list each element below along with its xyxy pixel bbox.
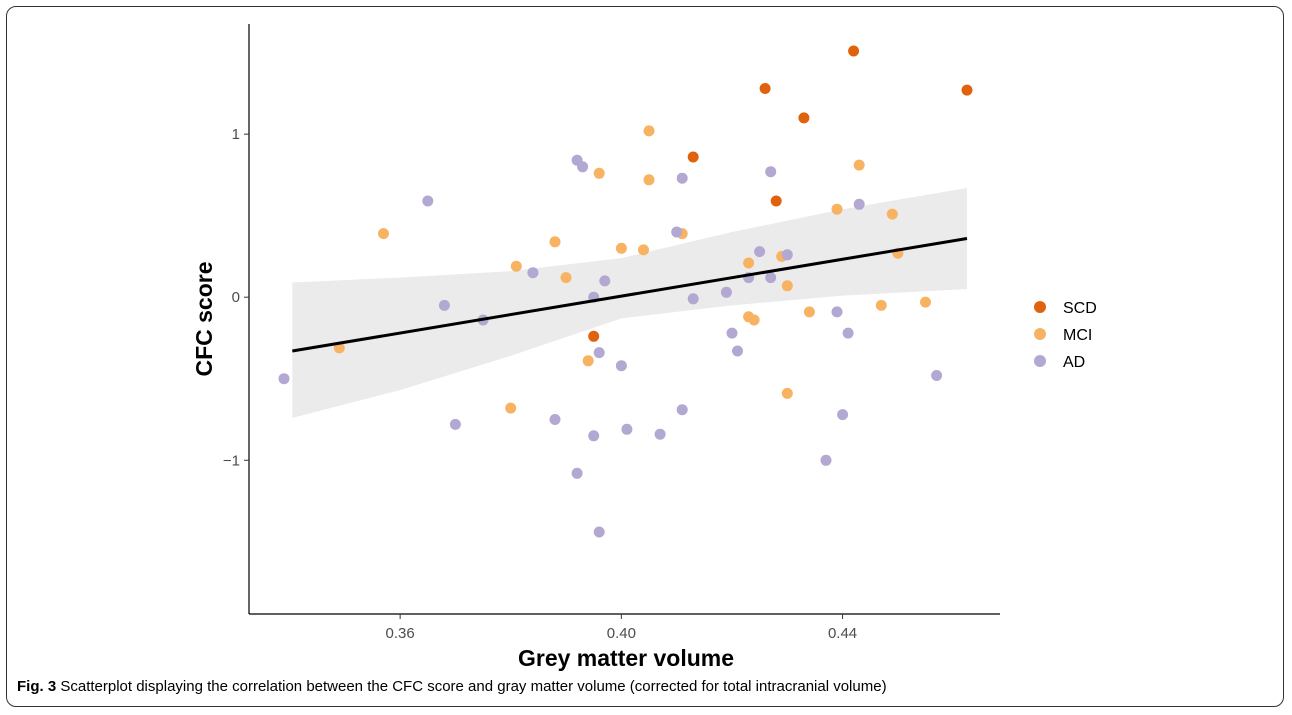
data-point-mci-6 bbox=[886, 208, 898, 220]
data-point-scd-5 bbox=[687, 151, 699, 163]
axes bbox=[248, 24, 1000, 615]
data-point-scd-4 bbox=[798, 112, 810, 124]
data-point-ad-6 bbox=[853, 198, 865, 210]
data-point-mci-2 bbox=[853, 159, 865, 171]
data-point-mci-19 bbox=[875, 299, 887, 311]
data-point-scd-6 bbox=[770, 195, 782, 207]
data-point-mci-15 bbox=[510, 260, 522, 272]
data-point-ad-31 bbox=[621, 423, 633, 435]
data-point-ad-17 bbox=[438, 299, 450, 311]
x-tick-label-1: 0.36 bbox=[386, 625, 415, 642]
data-point-mci-5 bbox=[831, 203, 843, 215]
data-point-ad-20 bbox=[726, 327, 738, 339]
confidence-band-layer bbox=[292, 188, 967, 418]
data-point-mci-26 bbox=[505, 402, 517, 414]
data-points-layer bbox=[278, 45, 973, 538]
confidence-band bbox=[292, 188, 967, 418]
legend: SCD MCI AD bbox=[1034, 300, 1097, 371]
data-point-mci-7 bbox=[378, 228, 389, 240]
data-point-ad-14 bbox=[720, 286, 732, 298]
data-point-ad-25 bbox=[931, 370, 943, 381]
data-point-ad-7 bbox=[671, 226, 683, 238]
legend-marker-mci bbox=[1034, 328, 1046, 340]
data-point-scd-2 bbox=[759, 83, 771, 94]
data-point-scd-3 bbox=[961, 84, 973, 96]
data-point-ad-5 bbox=[422, 195, 434, 207]
data-point-ad-8 bbox=[754, 246, 766, 258]
data-point-mci-9 bbox=[549, 236, 561, 248]
data-point-ad-30 bbox=[449, 418, 461, 430]
data-point-ad-18 bbox=[831, 306, 843, 318]
data-point-ad-16 bbox=[687, 293, 699, 305]
data-point-ad-13 bbox=[599, 275, 611, 287]
figure-frame bbox=[6, 6, 1284, 707]
data-point-ad-21 bbox=[842, 327, 854, 339]
data-point-ad-34 bbox=[820, 454, 832, 466]
data-point-ad-28 bbox=[837, 409, 849, 421]
data-point-ad-35 bbox=[571, 467, 583, 479]
data-point-ad-10 bbox=[527, 267, 539, 279]
regression-line bbox=[292, 237, 968, 353]
data-point-mci-17 bbox=[781, 280, 793, 292]
x-tick-label-2: 0.40 bbox=[607, 625, 636, 642]
figure-caption: Fig. 3 Scatterplot displaying the correl… bbox=[17, 678, 887, 695]
figure-label: Fig. 3 bbox=[17, 678, 57, 695]
data-point-ad-29 bbox=[549, 414, 561, 425]
data-point-ad-22 bbox=[732, 345, 743, 357]
x-axis-title: Grey matter volume bbox=[518, 645, 734, 671]
legend-label-mci: MCI bbox=[1063, 327, 1092, 344]
data-point-ad-2 bbox=[577, 161, 589, 173]
legend-label-scd: SCD bbox=[1063, 300, 1097, 317]
data-point-ad-27 bbox=[676, 404, 688, 416]
y-tick-label-3: 1 bbox=[232, 126, 240, 143]
data-point-mci-14 bbox=[743, 257, 755, 269]
data-point-mci-10 bbox=[615, 242, 627, 254]
data-point-mci-20 bbox=[803, 306, 815, 318]
data-point-mci-16 bbox=[560, 272, 572, 284]
legend-marker-ad bbox=[1034, 355, 1046, 367]
y-tick-label-1: −1 bbox=[223, 452, 240, 469]
data-point-ad-36 bbox=[593, 526, 605, 538]
data-point-ad-12 bbox=[765, 272, 777, 284]
data-point-ad-3 bbox=[765, 166, 777, 178]
x-tick-label-3: 0.44 bbox=[828, 625, 857, 642]
legend-marker-scd bbox=[1034, 301, 1046, 313]
legend-label-ad: AD bbox=[1063, 354, 1085, 371]
data-point-mci-11 bbox=[638, 244, 649, 256]
data-point-ad-26 bbox=[278, 373, 290, 385]
caption-text: Scatterplot displaying the correlation b… bbox=[60, 678, 887, 695]
data-point-ad-33 bbox=[588, 430, 600, 442]
data-point-mci-24 bbox=[582, 355, 594, 367]
fit-line-layer bbox=[292, 237, 968, 353]
y-tick-label-2: 0 bbox=[232, 289, 240, 306]
data-point-mci-4 bbox=[643, 174, 655, 186]
data-point-mci-25 bbox=[781, 387, 793, 399]
data-point-mci-1 bbox=[643, 125, 655, 137]
data-point-ad-32 bbox=[654, 428, 666, 440]
data-point-mci-3 bbox=[593, 167, 605, 179]
data-point-ad-23 bbox=[593, 347, 605, 359]
data-point-ad-24 bbox=[615, 360, 627, 372]
y-axis-title: CFC score bbox=[191, 261, 217, 376]
data-point-mci-18 bbox=[920, 296, 931, 308]
data-point-mci-22 bbox=[748, 314, 760, 326]
data-point-scd-1 bbox=[848, 45, 860, 57]
data-point-ad-9 bbox=[781, 249, 793, 261]
data-point-ad-4 bbox=[676, 172, 688, 184]
axis-ticks: 0.36 0.40 0.44 −1 0 1 bbox=[223, 126, 857, 642]
data-point-scd-7 bbox=[588, 330, 600, 342]
